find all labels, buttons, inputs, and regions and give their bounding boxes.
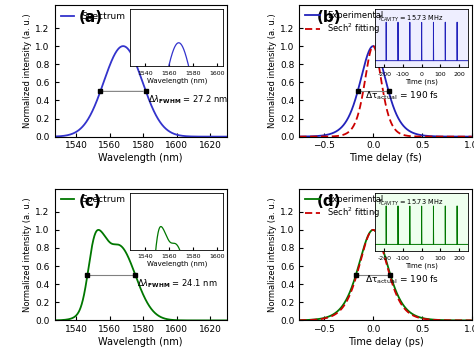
Legend: Spectrum: Spectrum [59,10,128,23]
Text: $\Delta\lambda_\mathbf{FWHM}$ = 24.1 nm: $\Delta\lambda_\mathbf{FWHM}$ = 24.1 nm [137,277,218,290]
X-axis label: Wavelength (nm): Wavelength (nm) [99,337,183,347]
Legend: Experimental, Sech$^2$ fitting: Experimental, Sech$^2$ fitting [303,193,385,222]
Text: (a): (a) [79,10,103,25]
X-axis label: Time delay (fs): Time delay (fs) [349,153,422,163]
Text: (c): (c) [79,194,101,209]
Y-axis label: Normalized intensity (a. u.): Normalized intensity (a. u.) [24,198,33,312]
X-axis label: Wavelength (nm): Wavelength (nm) [99,153,183,163]
Text: (b): (b) [317,10,341,25]
Legend: Spectrum: Spectrum [59,194,128,206]
Legend: Experimental, Sech$^2$ fitting: Experimental, Sech$^2$ fitting [303,10,385,38]
X-axis label: Time delay (ps): Time delay (ps) [347,337,423,347]
Y-axis label: Normalized intensity (a. u.): Normalized intensity (a. u.) [24,14,33,128]
Text: Δτ$_\mathrm{actual}$ = 190 fs: Δτ$_\mathrm{actual}$ = 190 fs [365,274,439,286]
Y-axis label: Normalized intensity (a. u.): Normalized intensity (a. u.) [268,14,277,128]
Y-axis label: Normalized intensity (a. u.): Normalized intensity (a. u.) [268,198,277,312]
Text: $\Delta\lambda_\mathbf{FWHM}$ = 27.2 nm: $\Delta\lambda_\mathbf{FWHM}$ = 27.2 nm [148,93,228,106]
Text: (d): (d) [317,194,341,209]
Text: Δτ$_\mathrm{actual}$ = 190 fs: Δτ$_\mathrm{actual}$ = 190 fs [365,90,439,102]
